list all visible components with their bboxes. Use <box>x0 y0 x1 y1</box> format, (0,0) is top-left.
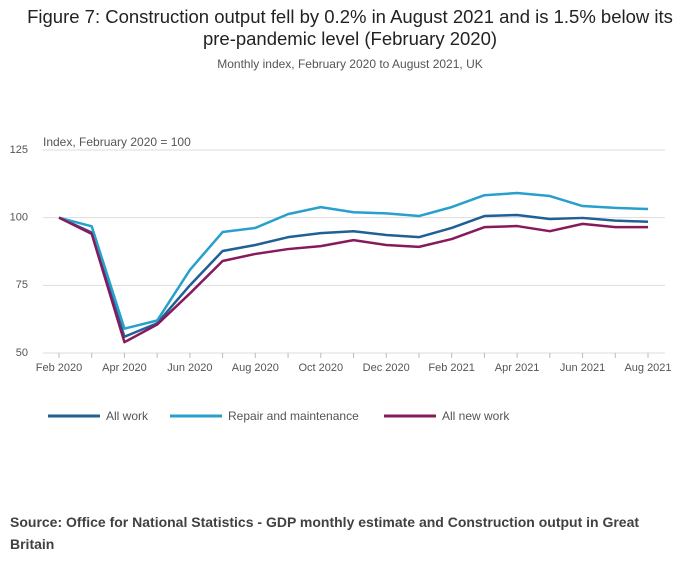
x-tick-label: Oct 2020 <box>298 362 343 374</box>
legend-label: Repair and maintenance <box>228 409 359 423</box>
x-tick-label: Apr 2021 <box>495 362 540 374</box>
chart: Index, February 2020 = 100 50 75 100 125 Feb… <box>10 135 672 423</box>
x-tick-label: Aug 2021 <box>624 362 671 374</box>
x-tick-label: Dec 2020 <box>363 362 410 374</box>
x-tick-label: Jun 2021 <box>560 362 605 374</box>
legend-label: All work <box>106 409 149 423</box>
chart-subtitle: Monthly index, February 2020 to August 2… <box>217 57 483 71</box>
series-line <box>58 213 649 339</box>
series-line <box>58 191 649 330</box>
series-line <box>58 216 648 344</box>
y-tick-label: 50 <box>16 347 28 359</box>
chart-title: Figure 7: Construction output fell by 0.… <box>27 6 673 49</box>
x-tick-label: Aug 2020 <box>232 362 279 374</box>
x-tick-label: Feb 2020 <box>36 362 82 374</box>
x-tick-label: Jun 2020 <box>167 362 212 374</box>
x-tick-label: Feb 2021 <box>428 362 474 374</box>
y-tick-label: 100 <box>10 212 28 224</box>
y-axis-label: Index, February 2020 = 100 <box>43 135 191 149</box>
source: Source: Office for National Statistics -… <box>10 514 640 552</box>
x-tick-label: Apr 2020 <box>102 362 147 374</box>
y-tick-label: 75 <box>16 279 28 291</box>
legend-label: All new work <box>442 409 510 423</box>
y-tick-label: 125 <box>10 144 28 156</box>
